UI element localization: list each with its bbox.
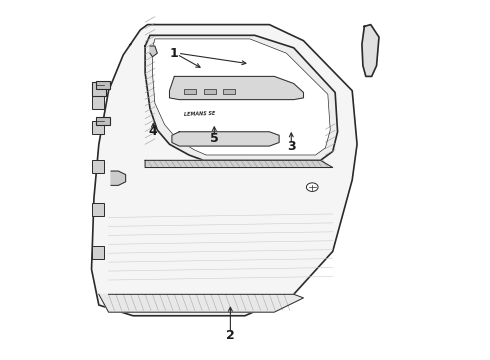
Polygon shape bbox=[362, 24, 379, 76]
Bar bbox=[223, 89, 235, 94]
Text: 5: 5 bbox=[210, 132, 219, 145]
Bar bbox=[92, 160, 104, 173]
Text: LEMANS SE: LEMANS SE bbox=[184, 111, 216, 117]
Text: 4: 4 bbox=[148, 125, 157, 138]
Bar bbox=[184, 89, 196, 94]
Polygon shape bbox=[150, 46, 157, 57]
Bar bbox=[92, 82, 106, 96]
Polygon shape bbox=[145, 35, 338, 160]
Bar bbox=[92, 96, 104, 109]
Bar bbox=[97, 117, 110, 125]
Polygon shape bbox=[111, 171, 125, 185]
Polygon shape bbox=[145, 160, 333, 167]
Bar bbox=[92, 203, 104, 216]
Text: 1: 1 bbox=[170, 47, 179, 60]
Bar bbox=[92, 121, 104, 134]
Text: 2: 2 bbox=[226, 329, 235, 342]
Polygon shape bbox=[92, 24, 357, 316]
Polygon shape bbox=[99, 294, 303, 312]
Bar bbox=[203, 89, 216, 94]
Bar bbox=[92, 246, 104, 258]
Polygon shape bbox=[152, 39, 330, 155]
Polygon shape bbox=[172, 132, 279, 146]
Polygon shape bbox=[170, 76, 303, 100]
Text: 3: 3 bbox=[287, 140, 295, 153]
Circle shape bbox=[306, 183, 318, 192]
Bar bbox=[97, 81, 110, 89]
